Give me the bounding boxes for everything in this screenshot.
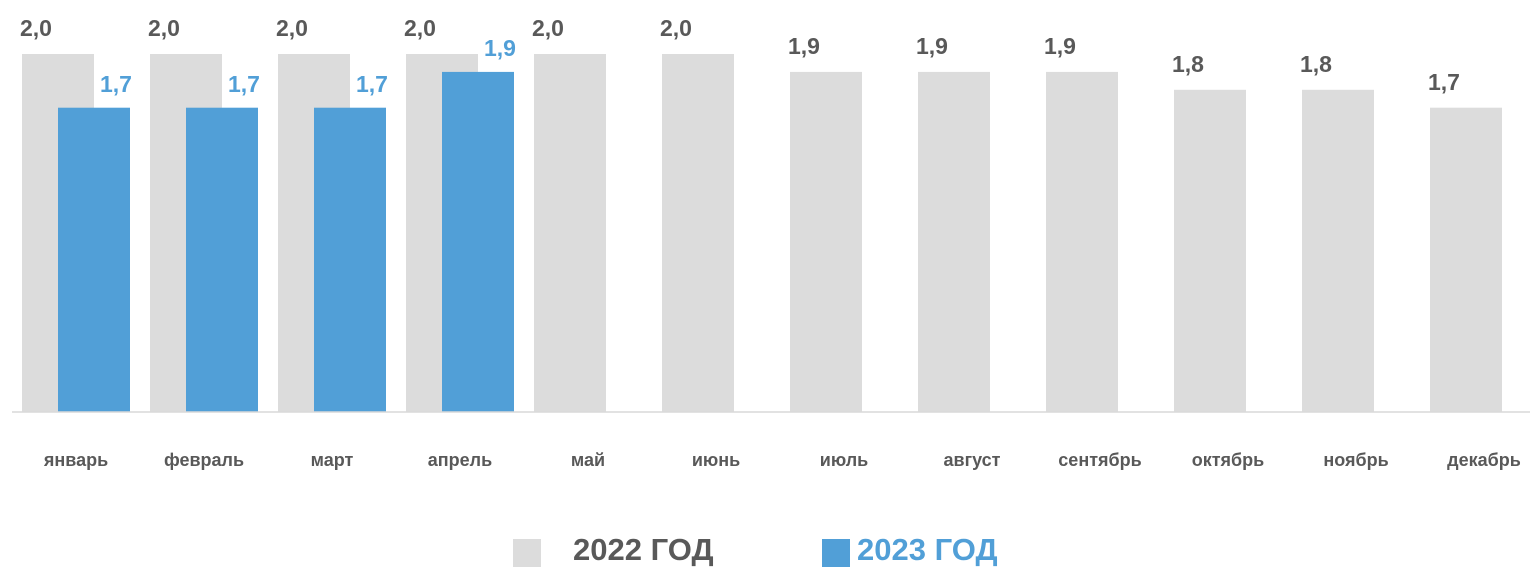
bar <box>790 71 862 413</box>
bar <box>534 54 606 412</box>
value-label: 2,0 <box>660 15 692 41</box>
x-tick-label: июль <box>820 450 869 470</box>
bar <box>918 71 990 413</box>
x-tick-label: январь <box>43 450 108 470</box>
x-tick-label: декабрь <box>1447 450 1521 470</box>
legend-swatch <box>513 539 541 567</box>
value-label: 2,0 <box>404 15 436 41</box>
value-label: 1,9 <box>916 33 948 59</box>
value-label: 2,0 <box>276 15 308 41</box>
value-label: 1,9 <box>788 33 820 59</box>
x-tick-label: февраль <box>164 450 244 470</box>
x-tick-label: март <box>311 450 354 470</box>
value-label: 1,7 <box>228 71 260 97</box>
value-label: 1,8 <box>1172 51 1204 77</box>
bar <box>1430 107 1502 412</box>
value-label: 2,0 <box>20 15 52 41</box>
x-tick-label: август <box>944 450 1001 470</box>
x-tick-label: ноябрь <box>1323 450 1388 470</box>
bar <box>442 71 514 413</box>
bar <box>662 54 734 412</box>
legend-label: 2023 ГОД <box>857 532 998 567</box>
bar <box>1174 89 1246 413</box>
x-tick-label: май <box>571 450 605 470</box>
value-label: 2,0 <box>148 15 180 41</box>
bar <box>314 107 386 412</box>
legend-label: 2022 ГОД <box>573 532 714 567</box>
value-label: 1,7 <box>356 71 388 97</box>
bar <box>58 107 130 412</box>
bar <box>1302 89 1374 413</box>
bar <box>186 107 258 412</box>
value-label: 1,8 <box>1300 51 1332 77</box>
value-label: 1,7 <box>1428 69 1460 95</box>
value-label: 1,7 <box>100 71 132 97</box>
value-label: 1,9 <box>484 35 516 61</box>
legend-swatch <box>822 539 850 567</box>
x-tick-label: апрель <box>428 450 492 470</box>
x-tick-label: сентябрь <box>1058 450 1141 470</box>
x-tick-label: июнь <box>692 450 740 470</box>
value-label: 2,0 <box>532 15 564 41</box>
x-tick-label: октябрь <box>1192 450 1265 470</box>
bar <box>1046 71 1118 413</box>
value-label: 1,9 <box>1044 33 1076 59</box>
